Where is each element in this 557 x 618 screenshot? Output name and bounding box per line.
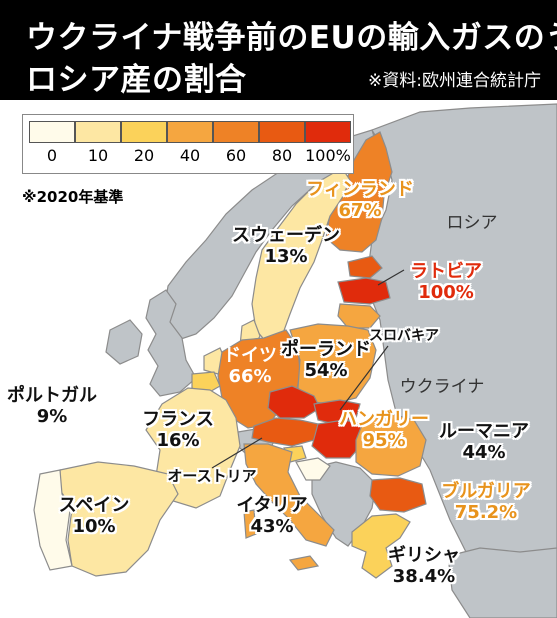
legend-label-5: 80 [271, 146, 293, 165]
label-austria: オーストリア [167, 467, 257, 485]
legend-swatch-6 [305, 121, 351, 143]
label-greece-name: ギリシャ [388, 545, 460, 566]
label-germany: ドイツ 66% [223, 345, 277, 387]
label-france: フランス 16% [142, 409, 214, 451]
label-bulgaria-name: ブルガリア [441, 481, 531, 502]
label-france-name: フランス [142, 409, 214, 430]
legend-label-3: 40 [179, 146, 201, 165]
country-italy [243, 443, 335, 547]
legend-swatch-0 [29, 121, 75, 143]
label-sweden-pct: 13% [264, 245, 308, 267]
label-finland-name: フィンランド [306, 179, 414, 200]
label-germany-name: ドイツ [223, 345, 277, 366]
label-slovakia: スロバキア [369, 328, 439, 344]
label-hungary: ハンガリー 95% [339, 409, 429, 451]
label-sweden: スウェーデン 13% [232, 225, 340, 267]
label-spain-name: スペイン [58, 495, 130, 516]
label-russia: ロシア [446, 213, 498, 233]
country-czechia [267, 385, 321, 419]
label-sweden-name: スウェーデン [232, 225, 340, 246]
legend-swatch-2 [121, 121, 167, 143]
label-italy-name: イタリア [236, 495, 308, 516]
country-croatia [295, 457, 331, 481]
legend-label-4: 60 [225, 146, 247, 165]
legend-swatch-3 [167, 121, 213, 143]
leader-slovakia [339, 345, 389, 411]
legend-swatch-1 [75, 121, 121, 143]
header-bar: ウクライナ戦争前のEUの輸入ガスのうち ロシア産の割合 ※資料:欧州連合統計庁 [0, 0, 557, 100]
legend-label-6: 100% [305, 146, 351, 165]
country-latvia [337, 277, 391, 305]
label-austria-name: オーストリア [167, 467, 257, 485]
label-bulgaria-pct: 75.2% [454, 501, 518, 523]
label-latvia-name: ラトビア [410, 261, 482, 282]
label-france-pct: 16% [156, 429, 200, 451]
label-romania-pct: 44% [462, 441, 506, 463]
label-hungary-pct: 95% [362, 429, 406, 451]
label-romania-name: ルーマニア [439, 421, 529, 442]
land-turkey [447, 547, 557, 618]
label-poland: ポーランド 54% [281, 339, 371, 381]
label-greece-pct: 38.4% [392, 565, 456, 587]
label-germany-pct: 66% [228, 365, 272, 387]
title-line-1: ウクライナ戦争前のEUの輸入ガスのうち [26, 20, 557, 56]
legend-swatch-4 [213, 121, 259, 143]
legend-label-2: 20 [133, 146, 155, 165]
land-ireland [105, 319, 143, 365]
country-spain [59, 461, 179, 577]
label-italy: イタリア 43% [236, 495, 308, 537]
leader-lines [211, 269, 405, 469]
label-slovakia-name: スロバキア [369, 328, 439, 344]
label-greece: ギリシャ 38.4% [388, 545, 460, 587]
country-bulgaria [369, 477, 427, 513]
country-sicily [288, 555, 320, 571]
source-note: ※資料:欧州連合統計庁 [368, 71, 541, 91]
legend: 0 10 20 40 60 80 100% [22, 114, 354, 174]
label-portugal-name: ポルトガル [7, 385, 97, 406]
country-greece [351, 513, 411, 579]
leader-austria [211, 437, 263, 469]
country-sardinia [243, 509, 257, 539]
country-portugal [33, 469, 73, 571]
label-spain: スペイン 10% [58, 495, 130, 537]
label-finland-pct: 67% [338, 199, 382, 221]
europe-map [0, 100, 557, 618]
title-line-2: ロシア産の割合 [26, 62, 247, 98]
legend-label-1: 10 [87, 146, 109, 165]
country-lithuania [337, 303, 381, 329]
label-ukraine: ウクライナ [399, 377, 485, 397]
legend-swatch-5 [259, 121, 305, 143]
legend-label-0: 0 [46, 146, 58, 165]
label-latvia: ラトビア 100% [410, 261, 482, 303]
eu-countries [33, 131, 427, 579]
country-estonia [347, 255, 383, 279]
label-bulgaria: ブルガリア 75.2% [441, 481, 531, 523]
label-italy-pct: 43% [250, 515, 294, 537]
land-uk [145, 289, 197, 397]
label-hungary-name: ハンガリー [339, 409, 429, 430]
country-poland [289, 323, 377, 405]
label-spain-pct: 10% [72, 515, 116, 537]
country-slovakia [313, 399, 361, 425]
label-poland-name: ポーランド [281, 339, 371, 360]
leader-latvia [377, 269, 405, 286]
label-latvia-pct: 100% [418, 281, 474, 303]
label-portugal: ポルトガル 9% [7, 385, 97, 427]
label-portugal-pct: 9% [36, 405, 68, 427]
label-poland-pct: 54% [304, 359, 348, 381]
label-romania: ルーマニア 44% [439, 421, 529, 463]
country-romania [355, 413, 427, 477]
basis-note: ※2020年基準 [22, 188, 124, 206]
label-finland: フィンランド 67% [306, 179, 414, 221]
